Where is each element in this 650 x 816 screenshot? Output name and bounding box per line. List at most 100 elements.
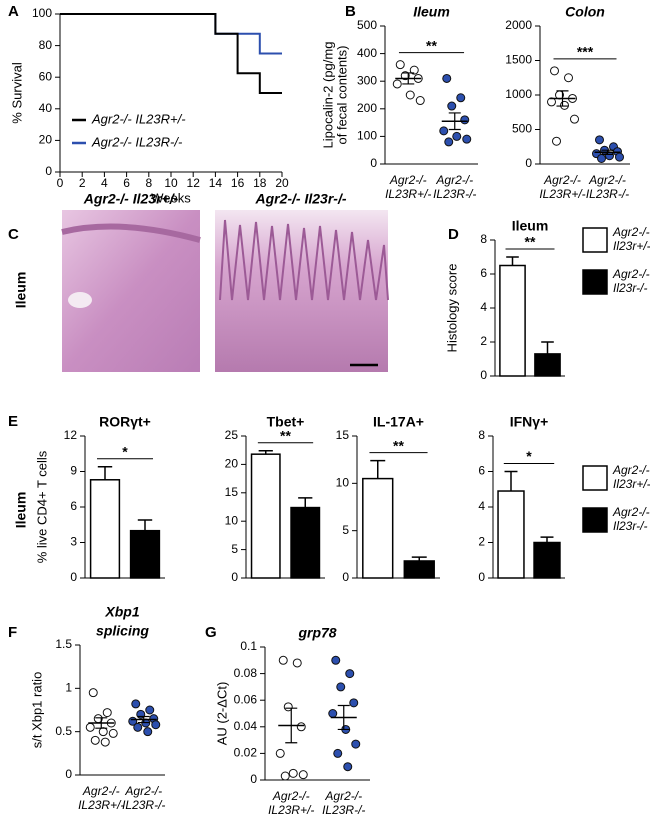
data-point [283, 702, 293, 712]
y-tick-label: 4 [478, 499, 485, 513]
data-point [452, 131, 462, 141]
error-bar [337, 704, 350, 731]
y-tick-label: 100 [32, 6, 52, 20]
chart-title: Ileum [413, 4, 450, 20]
x-tick-label: IL23R+/- [385, 187, 431, 201]
y-axis-label: % Survival [9, 62, 24, 124]
y-tick-label: 10 [225, 513, 239, 527]
chart-title: Xbp1 [104, 604, 139, 620]
x-tick-label: Agr2-/- [272, 789, 310, 803]
chart-title: RORγt+ [99, 414, 151, 430]
y-axis-label: % live CD4+ T cells [34, 450, 49, 563]
error-bar [137, 715, 150, 724]
error-bar [541, 341, 554, 354]
data-point [415, 96, 425, 106]
x-axis-label: Weeks [151, 190, 191, 205]
error-bar [258, 450, 273, 455]
legend-label: Il23r-/- [613, 519, 647, 533]
legend-label: Il23r+/- [613, 477, 650, 491]
significance-label: ** [426, 37, 437, 53]
y-tick-label: 5 [342, 523, 349, 537]
data-point [143, 727, 153, 737]
panel-label: F [8, 624, 17, 641]
data-point [615, 152, 624, 162]
y-tick-label: 0 [250, 772, 257, 786]
data-point [560, 100, 569, 110]
side-label: Ileum [13, 492, 29, 529]
error-bar [448, 112, 461, 131]
y-tick-label: 0 [231, 570, 238, 584]
x-tick-label: IL23R-/- [122, 798, 165, 812]
y-tick-label: 0.04 [234, 719, 258, 733]
error-bar [540, 536, 554, 543]
x-tick-label: Agr2-/- [124, 784, 162, 798]
y-tick-label: 20 [39, 133, 53, 147]
y-tick-label: 0 [65, 767, 72, 781]
y-tick-label: 0 [480, 368, 487, 382]
data-point [296, 722, 306, 732]
histology-detail [68, 292, 92, 308]
data-point [597, 153, 606, 163]
y-tick-label: 8 [478, 428, 485, 442]
data-point [280, 771, 290, 781]
significance-label: * [526, 448, 532, 464]
y-tick-label: 0 [45, 164, 52, 178]
y-tick-label: 12 [64, 428, 78, 442]
x-tick-label: IL23R-/- [322, 803, 365, 816]
x-tick-label: 10 [164, 176, 178, 190]
x-tick-label: 4 [101, 176, 108, 190]
y-tick-label: 3 [70, 535, 77, 549]
y-tick-label: 6 [480, 266, 487, 280]
data-point [333, 748, 343, 758]
survival-line [60, 13, 282, 94]
legend-label: Il23r-/- [613, 281, 647, 295]
data-point [564, 73, 573, 83]
panel-label: E [8, 413, 18, 430]
bar [533, 541, 561, 579]
data-point [409, 65, 419, 75]
x-tick-label: Agr2-/- [435, 173, 473, 187]
bar [250, 453, 281, 579]
x-tick-label: IL23R-/- [433, 187, 476, 201]
significance-label: ** [393, 437, 404, 453]
x-tick-label: 14 [209, 176, 223, 190]
y-tick-label: 400 [357, 46, 377, 60]
data-point [145, 705, 155, 715]
error-bar [370, 459, 386, 479]
data-point [456, 93, 466, 103]
x-tick-label: Agr2-/- [588, 173, 626, 187]
histology-detail [219, 219, 389, 301]
data-point [349, 698, 359, 708]
y-axis-label: Histology score [444, 264, 459, 353]
y-axis-label: Lipocalin-2 (pg/mg [320, 42, 335, 149]
chart-title: IL-17A+ [373, 414, 424, 430]
y-tick-label: 0 [342, 570, 349, 584]
error-bar [285, 707, 298, 744]
x-tick-label: 6 [123, 176, 130, 190]
legend-swatch [582, 269, 608, 295]
y-tick-label: 15 [336, 428, 350, 442]
data-point [392, 79, 402, 89]
bar [534, 353, 561, 377]
data-point [444, 137, 454, 147]
legend-swatch [582, 507, 608, 533]
y-tick-label: 2 [478, 535, 485, 549]
y-tick-label: 500 [512, 122, 532, 136]
error-bar [97, 466, 113, 480]
x-tick-label: Agr2-/- [82, 784, 120, 798]
error-bar [411, 556, 427, 561]
error-bar [298, 497, 313, 508]
significance-label: ** [525, 234, 536, 250]
error-bar [95, 717, 108, 729]
data-point [595, 135, 604, 145]
y-tick-label: 5 [231, 542, 238, 556]
legend-label: Agr2-/- IL23R+/- [91, 111, 186, 126]
data-point [336, 682, 346, 692]
data-point [151, 720, 161, 730]
legend-label: Il23r+/- [613, 239, 650, 253]
y-tick-label: 0.5 [55, 724, 72, 738]
legend-label: Agr2-/- IL23R-/- [91, 134, 183, 149]
y-tick-label: 0 [478, 570, 485, 584]
